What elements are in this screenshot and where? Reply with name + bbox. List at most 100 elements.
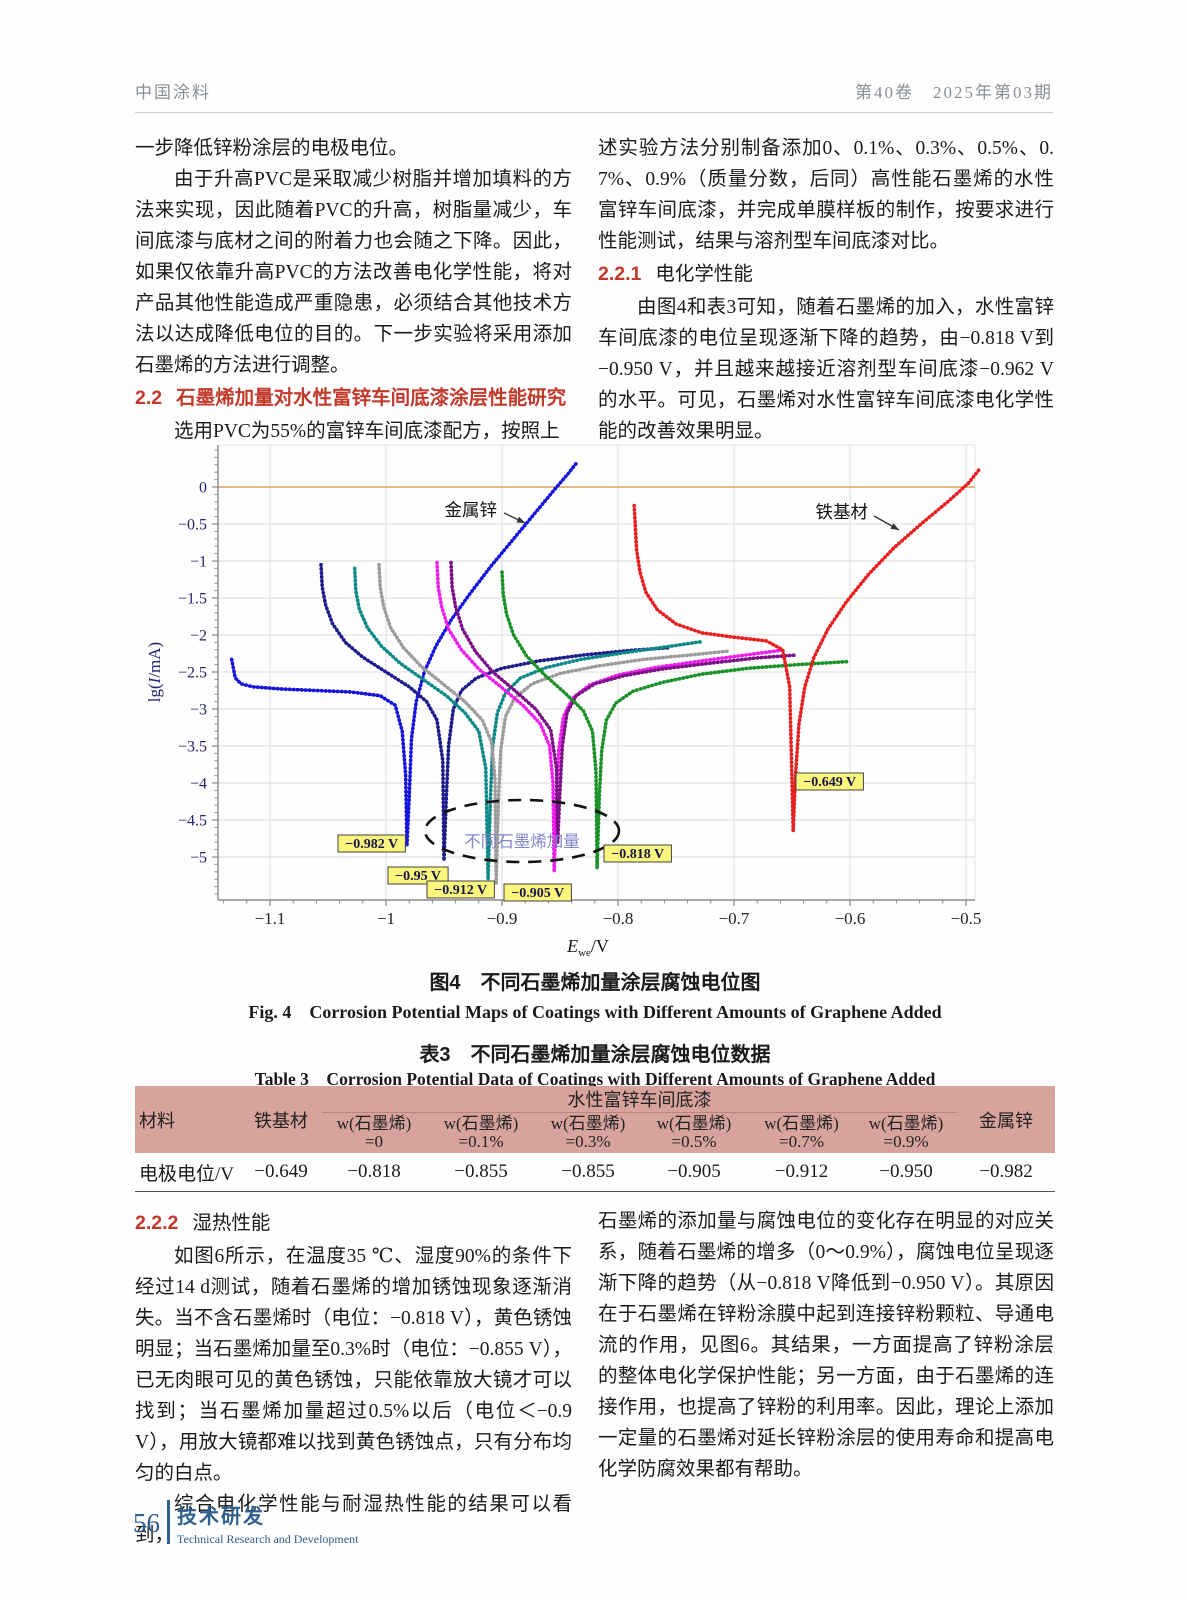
left-column-bottom: 2.2.2 湿热性能 如图6所示，在温度35 ℃、湿度90%的条件下经过14 d测… <box>135 1206 572 1551</box>
issue-info: 第40卷 2025年第03期 <box>855 83 1053 102</box>
right-column-bottom: 石墨烯的添加量与腐蚀电位的变化存在明显的对应关系，随着石墨烯的增多（0～0.9%… <box>598 1206 1054 1485</box>
table-header-w01: w(石墨烯) =0.1% <box>443 1114 519 1151</box>
value-w09: −0.950 <box>855 1153 957 1192</box>
paragraph: 述实验方法分别制备添加0、0.1%、0.3%、0.5%、0.7%、0.9%（质量… <box>598 138 1054 252</box>
table-header-material: 材料 <box>139 1110 175 1131</box>
page-header: 中国涂料 第40卷 2025年第03期 <box>135 78 1053 103</box>
x-axis-label: Ewe/V <box>566 936 609 959</box>
curve-label-金属锌: 金属锌 <box>445 500 526 524</box>
svg-text:−0.8: −0.8 <box>603 909 634 928</box>
section-heading-2-2: 2.2 石墨烯加量对水性富锌车间底漆涂层性能研究 <box>135 383 572 414</box>
right-column-top: 述实验方法分别制备添加0、0.1%、0.3%、0.5%、0.7%、0.9%（质量… <box>598 133 1054 447</box>
table-header-w07: w(石墨烯) =0.7% <box>764 1114 839 1151</box>
series-w(石墨烯)=0.5% <box>377 562 729 885</box>
table-header-zinc: 金属锌 <box>979 1110 1033 1131</box>
series-金属锌 <box>229 461 578 848</box>
table-group-header: 水性富锌车间底漆 <box>322 1086 957 1113</box>
svg-text:−2.5: −2.5 <box>178 665 207 682</box>
left-column-top: 一步降低锌粉涂层的电极电位。 由于升高PVC是采取减少树脂并增加填料的方法来实现… <box>135 133 572 447</box>
annotation-−0.912 V: −0.912 V <box>426 880 495 899</box>
svg-text:−4: −4 <box>190 776 207 793</box>
series-铁基材 <box>632 468 981 833</box>
annotation-−0.905 V: −0.905 V <box>503 883 572 902</box>
page-footer: 56 技术研发 Technical Research and Developme… <box>133 1500 358 1547</box>
svg-text:0: 0 <box>199 480 207 497</box>
section-title: 电化学性能 <box>655 264 753 285</box>
svg-text:−3: −3 <box>190 702 207 719</box>
section-title: 石墨烯加量对水性富锌车间底漆涂层性能研究 <box>176 387 567 409</box>
table-caption-en: Table 3 Corrosion Potential Data of Coat… <box>254 1069 936 1089</box>
svg-text:铁基材: 铁基材 <box>816 502 869 522</box>
svg-text:−0.982 V: −0.982 V <box>345 837 398 852</box>
section-heading-2-2-1: 2.2.1 电化学性能 <box>598 259 1054 290</box>
annotation-−0.982 V: −0.982 V <box>337 834 406 853</box>
y-axis-label: lg(I/mA) <box>145 642 164 702</box>
chart-tick-labels: −1.1 −1 −0.9 −0.8 −0.7 −0.6 −0.5 0 −0.5 −1 −1.5 −2 −… <box>178 480 981 929</box>
section-title: 湿热性能 <box>192 1213 271 1234</box>
svg-text:−5: −5 <box>190 850 207 867</box>
series-w(石墨烯)=0 <box>500 570 850 870</box>
svg-text:−1: −1 <box>190 554 207 571</box>
table-caption-zh: 表3 不同石墨烯加量涂层腐蚀电位数据 <box>419 1044 771 1066</box>
corrosion-potential-chart: −1.1 −1 −0.9 −0.8 −0.7 −0.6 −0.5 0 −0.5 −1 −1.5 −2 −… <box>145 444 981 959</box>
value-w07: −0.912 <box>748 1153 855 1192</box>
paragraph: 石墨烯的添加量与腐蚀电位的变化存在明显的对应关系，随着石墨烯的增多（0～0.9%… <box>598 1211 1054 1480</box>
curve-label-铁基材: 铁基材 <box>816 502 900 531</box>
svg-text:−0.95 V: −0.95 V <box>395 869 441 884</box>
footer-section-en: Technical Research and Development <box>177 1532 359 1546</box>
section-number: 2.2.2 <box>135 1212 179 1234</box>
chart-axes <box>212 445 975 906</box>
section-number: 2.2 <box>135 387 163 409</box>
paragraph: 综合电化学性能与耐湿热性能的结果可以看到， <box>135 1494 572 1546</box>
graphene-amounts-ellipse <box>423 798 621 864</box>
annotation-−0.649 V: −0.649 V <box>795 772 864 791</box>
paragraph: 选用PVC为55%的富锌车间底漆配方，按照上 <box>174 421 560 442</box>
table-header-w0: w(石墨烯) =0 <box>336 1114 412 1151</box>
series-w(石墨烯)=0.3% <box>449 560 799 844</box>
annotation-−0.818 V: −0.818 V <box>603 844 672 863</box>
value-w03: −0.855 <box>536 1153 640 1192</box>
svg-text:−4.5: −4.5 <box>178 813 207 830</box>
paragraph: 一步降低锌粉涂层的电极电位。 <box>135 138 409 159</box>
figure-caption-zh: 图4 不同石墨烯加量涂层腐蚀电位图 <box>429 972 761 994</box>
annotation-−0.95 V: −0.95 V <box>387 866 449 885</box>
svg-text:−1: −1 <box>377 909 395 928</box>
svg-text:−0.912 V: −0.912 V <box>434 883 487 898</box>
svg-text:−0.7: −0.7 <box>719 909 750 928</box>
series-w(石墨烯)=0.7% <box>352 566 704 881</box>
paragraph: 由图4和表3可知，随着石墨烯的加入，水性富锌车间底漆的电位呈现逐渐下降的趋势，由… <box>598 297 1054 442</box>
svg-text:−0.5: −0.5 <box>178 517 207 534</box>
svg-text:−0.905 V: −0.905 V <box>511 886 564 901</box>
table-row: 电极电位/V −0.649 −0.818 −0.855 −0.855 −0.90… <box>135 1153 1055 1192</box>
svg-text:−1.1: −1.1 <box>255 909 286 928</box>
footer-bar <box>167 1500 170 1544</box>
table-header-w03: w(石墨烯) =0.3% <box>550 1114 626 1151</box>
paragraph: 由于升高PVC是采取减少树脂并增加填料的方法来实现，因此随着PVC的升高，树脂量… <box>135 169 572 376</box>
figure-caption-en: Fig. 4 Corrosion Potential Maps of Coati… <box>248 1002 942 1022</box>
graphene-amounts-label: 不同石墨烯加量 <box>464 832 580 851</box>
svg-text:−0.649 V: −0.649 V <box>803 775 856 790</box>
data-table: 材料 铁基材 水性富锌车间底漆 金属锌 w(石墨烯) =0 w(石墨烯) =0.1%… <box>135 1086 1055 1192</box>
journal-name: 中国涂料 <box>135 83 211 102</box>
row-label: 电极电位/V <box>135 1153 240 1192</box>
svg-text:−2: −2 <box>190 628 207 645</box>
svg-text:−0.818 V: −0.818 V <box>611 847 664 862</box>
section-heading-2-2-2: 2.2.2 湿热性能 <box>135 1208 572 1239</box>
svg-text:−3.5: −3.5 <box>178 739 207 756</box>
footer-section-zh: 技术研发 <box>177 1506 265 1528</box>
svg-text:−1.5: −1.5 <box>178 591 207 608</box>
series-w(石墨烯)=0.1% <box>435 560 787 874</box>
header-rule <box>135 112 1053 113</box>
page-number: 56 <box>133 1508 160 1538</box>
value-w01: −0.855 <box>426 1153 536 1192</box>
table-header-iron: 铁基材 <box>254 1110 308 1131</box>
series-w(石墨烯)=0.9% <box>319 562 672 863</box>
svg-text:金属锌: 金属锌 <box>445 500 498 520</box>
svg-text:−0.6: −0.6 <box>835 909 866 928</box>
paragraph: 如图6所示，在温度35 ℃、湿度90%的条件下经过14 d测试，随着石墨烯的增加… <box>135 1246 572 1484</box>
section-number: 2.2.1 <box>598 263 642 285</box>
value-zinc: −0.982 <box>957 1153 1055 1192</box>
table-header-w05: w(石墨烯) =0.5% <box>656 1114 732 1151</box>
svg-text:−0.9: −0.9 <box>487 909 518 928</box>
value-iron: −0.649 <box>240 1153 322 1192</box>
